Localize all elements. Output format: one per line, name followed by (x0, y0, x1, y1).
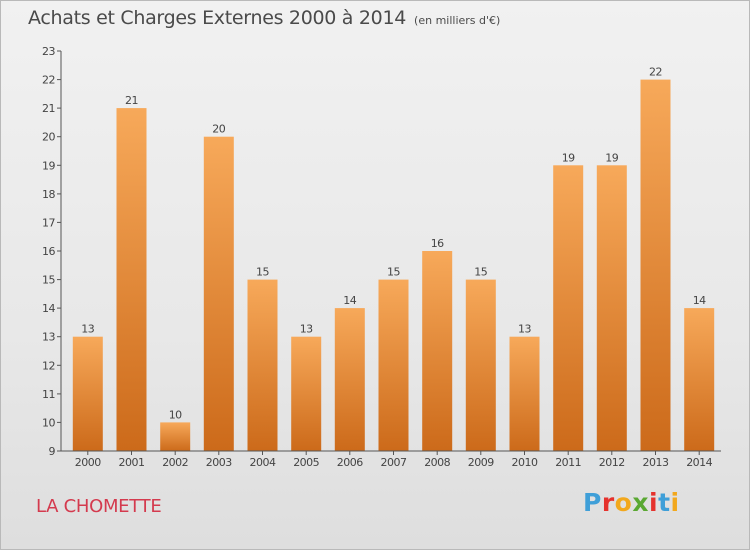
value-label-2005: 13 (300, 323, 313, 336)
x-tick-label-2000: 2000 (75, 456, 101, 469)
y-tick-label-17: 17 (42, 216, 55, 229)
bars-group: 13 21 10 20 15 13 14 15 16 15 13 19 19 22 14 (72, 66, 715, 452)
bar-2005 (291, 336, 322, 451)
y-tick-label-15: 15 (42, 274, 55, 287)
chart-title: Achats et Charges Externes 2000 à 2014 (28, 7, 407, 29)
chart-subtitle: (en milliers d'€) (414, 14, 501, 27)
x-tick-label-2001: 2001 (119, 456, 145, 469)
bar-2002 (160, 422, 191, 451)
value-label-2004: 15 (256, 266, 269, 279)
logo-letter: i (670, 488, 680, 517)
chart-title-row: Achats et Charges Externes 2000 à 2014 (e… (28, 7, 500, 29)
proxiti-logo[interactable]: Proxiti (583, 488, 680, 517)
value-label-2003: 20 (212, 123, 225, 136)
y-tick-label-16: 16 (42, 245, 55, 258)
x-tick-label-2012: 2012 (599, 456, 625, 469)
bar-2013 (640, 79, 671, 451)
bar-2006 (334, 308, 365, 451)
bar-2004 (247, 279, 278, 451)
value-label-2012: 19 (605, 151, 618, 164)
value-label-2007: 15 (387, 266, 400, 279)
y-tick-label-9: 9 (49, 445, 56, 458)
y-tick-label-23: 23 (42, 45, 55, 58)
logo-letter: P (583, 488, 602, 517)
x-tick-label-2007: 2007 (381, 456, 407, 469)
y-tick-label-10: 10 (42, 416, 55, 429)
bar-2001 (116, 108, 147, 451)
bar-2014 (684, 308, 715, 451)
value-label-2002: 10 (169, 408, 182, 421)
bar-2003 (203, 136, 234, 451)
value-label-2013: 22 (649, 66, 662, 79)
value-label-2000: 13 (81, 323, 94, 336)
bar-2000 (72, 336, 103, 451)
x-tick-label-2005: 2005 (293, 456, 319, 469)
x-tick-label-2006: 2006 (337, 456, 363, 469)
y-tick-label-21: 21 (42, 102, 55, 115)
value-label-2011: 19 (562, 151, 575, 164)
value-label-2009: 15 (474, 266, 487, 279)
y-tick-label-13: 13 (42, 331, 55, 344)
bar-2009 (465, 279, 496, 451)
x-tick-label-2014: 2014 (686, 456, 712, 469)
y-tick-label-18: 18 (42, 188, 55, 201)
value-label-2001: 21 (125, 94, 138, 107)
y-tick-label-19: 19 (42, 159, 55, 172)
logo-letter: i (649, 488, 659, 517)
x-tick-label-2003: 2003 (206, 456, 232, 469)
y-tick-label-12: 12 (42, 359, 55, 372)
value-label-2008: 16 (431, 237, 444, 250)
logo-letter: o (614, 488, 633, 517)
x-tick-label-2010: 2010 (512, 456, 538, 469)
place-name: LA CHOMETTE (36, 496, 162, 517)
y-tick-label-11: 11 (42, 388, 55, 401)
y-tick-label-20: 20 (42, 131, 55, 144)
y-tick-label-14: 14 (42, 302, 55, 315)
x-tick-label-2013: 2013 (643, 456, 669, 469)
bar-2011 (553, 165, 584, 452)
axes-group: 2000 2001 2002 2003 2004 2005 2006 2007 2008 2009… (42, 45, 721, 469)
logo-letter: t (658, 488, 671, 517)
x-tick-label-2004: 2004 (250, 456, 276, 469)
value-label-2010: 13 (518, 323, 531, 336)
x-tick-label-2002: 2002 (162, 456, 188, 469)
bar-2010 (509, 336, 540, 451)
bar-2008 (422, 251, 453, 451)
value-label-2006: 14 (343, 294, 356, 307)
y-tick-label-22: 22 (42, 74, 55, 87)
bar-2007 (378, 279, 409, 451)
x-tick-label-2011: 2011 (555, 456, 581, 469)
logo-letter: r (601, 488, 615, 517)
x-tick-label-2008: 2008 (424, 456, 450, 469)
bar-2012 (596, 165, 627, 452)
x-tick-label-2009: 2009 (468, 456, 494, 469)
logo-letter: x (632, 488, 649, 517)
value-label-2014: 14 (693, 294, 706, 307)
